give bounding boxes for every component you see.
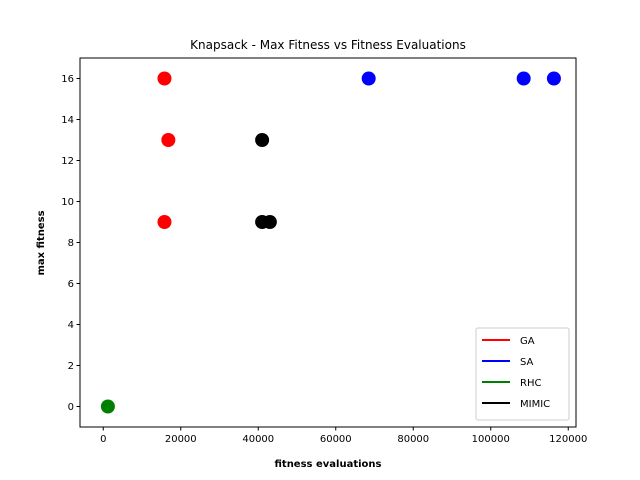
- data-point-ga: [157, 71, 172, 86]
- x-tick-label: 60000: [320, 434, 352, 445]
- legend-label-ga: GA: [520, 336, 535, 347]
- x-axis-label: fitness evaluations: [275, 459, 382, 470]
- y-tick-label: 0: [68, 402, 74, 413]
- y-tick-label: 6: [68, 279, 74, 290]
- y-tick-label: 8: [68, 238, 74, 249]
- data-point-mimic: [262, 215, 277, 229]
- data-point-ga: [161, 133, 176, 147]
- data-point-mimic: [255, 133, 270, 147]
- x-tick-label: 40000: [242, 434, 274, 445]
- data-point-ga: [157, 215, 172, 229]
- data-point-rhc: [100, 399, 115, 414]
- y-tick-label: 16: [61, 74, 74, 85]
- legend-label-rhc: RHC: [520, 378, 541, 389]
- y-tick-label: 10: [61, 197, 74, 208]
- data-point-sa: [516, 71, 531, 86]
- y-axis-label: max fitness: [36, 210, 47, 275]
- y-tick-label: 4: [68, 320, 74, 331]
- y-tick-label: 14: [61, 115, 74, 126]
- y-tick-label: 12: [61, 156, 74, 167]
- data-point-sa: [546, 71, 561, 86]
- data-point-sa: [361, 71, 376, 86]
- legend-box: [475, 327, 570, 421]
- legend-label-sa: SA: [520, 357, 534, 368]
- x-tick-label: 80000: [397, 434, 429, 445]
- x-tick-label: 100000: [472, 434, 510, 445]
- x-tick-label: 20000: [165, 434, 197, 445]
- y-tick-label: 2: [68, 361, 74, 372]
- legend-label-mimic: MIMIC: [520, 399, 550, 410]
- data-points: [100, 71, 561, 414]
- chart-title: Knapsack - Max Fitness vs Fitness Evalua…: [190, 38, 466, 52]
- axis-ticks: 0 20000 40000 60000 80000 100000 120000 0 2 4 6 8 10…: [61, 74, 587, 445]
- x-tick-label: 120000: [549, 434, 587, 445]
- x-tick-label: 0: [100, 434, 106, 445]
- legend: GA SA RHC MIMIC: [475, 327, 570, 421]
